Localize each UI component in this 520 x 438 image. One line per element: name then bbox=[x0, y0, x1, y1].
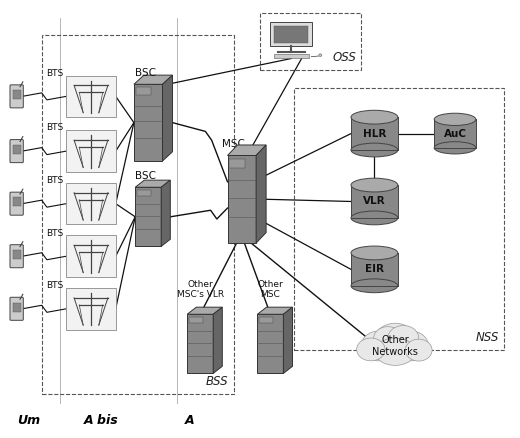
FancyBboxPatch shape bbox=[10, 192, 23, 215]
Ellipse shape bbox=[388, 325, 419, 350]
Ellipse shape bbox=[351, 110, 398, 124]
Ellipse shape bbox=[373, 323, 418, 362]
Text: AuC: AuC bbox=[444, 129, 466, 138]
Text: OSS: OSS bbox=[332, 50, 356, 64]
Text: NSS: NSS bbox=[476, 331, 499, 344]
Text: BTS: BTS bbox=[46, 176, 63, 185]
Bar bbox=[67, 130, 115, 172]
Bar bbox=[67, 183, 115, 224]
Bar bbox=[12, 90, 21, 99]
Bar bbox=[12, 198, 21, 206]
Text: EIR: EIR bbox=[365, 265, 384, 274]
Bar bbox=[351, 185, 398, 218]
Polygon shape bbox=[228, 145, 266, 155]
Bar bbox=[67, 75, 115, 117]
Bar bbox=[12, 250, 21, 259]
Bar bbox=[189, 317, 203, 322]
Ellipse shape bbox=[357, 338, 385, 361]
Ellipse shape bbox=[351, 279, 398, 293]
Ellipse shape bbox=[434, 113, 476, 126]
Bar bbox=[136, 88, 151, 95]
Bar bbox=[260, 13, 361, 70]
Bar bbox=[434, 119, 476, 148]
Bar bbox=[270, 22, 312, 46]
Bar bbox=[228, 155, 256, 243]
Ellipse shape bbox=[351, 246, 398, 260]
Text: BTS: BTS bbox=[46, 124, 63, 133]
FancyBboxPatch shape bbox=[10, 140, 23, 162]
Bar bbox=[67, 288, 115, 329]
Bar bbox=[257, 314, 283, 373]
Bar bbox=[135, 187, 161, 246]
Polygon shape bbox=[135, 180, 171, 187]
Bar bbox=[42, 35, 234, 394]
Polygon shape bbox=[134, 75, 173, 84]
Text: Other
MSC: Other MSC bbox=[257, 279, 283, 299]
Ellipse shape bbox=[434, 142, 476, 154]
Text: BSS: BSS bbox=[206, 374, 229, 388]
Ellipse shape bbox=[375, 338, 415, 365]
Polygon shape bbox=[187, 307, 223, 314]
Text: MSC: MSC bbox=[222, 139, 244, 149]
Text: A: A bbox=[185, 414, 194, 427]
FancyBboxPatch shape bbox=[10, 85, 23, 108]
FancyBboxPatch shape bbox=[10, 297, 23, 320]
Text: Um: Um bbox=[17, 414, 40, 427]
Text: BSC: BSC bbox=[135, 171, 156, 181]
FancyBboxPatch shape bbox=[10, 245, 23, 268]
Bar bbox=[229, 159, 245, 168]
Bar bbox=[294, 88, 504, 350]
Bar bbox=[12, 303, 21, 311]
Text: Other
MSC's VLR: Other MSC's VLR bbox=[177, 279, 224, 299]
Text: BTS: BTS bbox=[46, 229, 63, 237]
Bar bbox=[351, 253, 398, 286]
Circle shape bbox=[319, 54, 322, 57]
Polygon shape bbox=[162, 75, 173, 161]
Bar bbox=[12, 145, 21, 154]
Ellipse shape bbox=[394, 331, 428, 361]
Bar bbox=[259, 317, 274, 322]
Bar bbox=[134, 85, 162, 161]
Text: HLR: HLR bbox=[363, 129, 386, 138]
Ellipse shape bbox=[351, 178, 398, 192]
Ellipse shape bbox=[374, 327, 402, 350]
Ellipse shape bbox=[351, 211, 398, 225]
Bar bbox=[187, 314, 213, 373]
Bar bbox=[274, 26, 308, 43]
Ellipse shape bbox=[405, 339, 432, 361]
Text: Other
Networks: Other Networks bbox=[372, 335, 418, 357]
Ellipse shape bbox=[361, 331, 395, 361]
Text: BTS: BTS bbox=[46, 281, 63, 290]
Text: A bis: A bis bbox=[84, 414, 119, 427]
Polygon shape bbox=[161, 180, 171, 246]
Text: VLR: VLR bbox=[363, 197, 386, 206]
Text: BSC: BSC bbox=[135, 68, 156, 78]
Bar bbox=[137, 190, 151, 195]
Polygon shape bbox=[283, 307, 292, 373]
Bar bbox=[67, 236, 115, 277]
Polygon shape bbox=[213, 307, 223, 373]
Bar bbox=[351, 117, 398, 150]
Polygon shape bbox=[256, 145, 266, 243]
Ellipse shape bbox=[351, 143, 398, 157]
Text: BTS: BTS bbox=[46, 69, 63, 78]
Polygon shape bbox=[257, 307, 292, 314]
Bar bbox=[274, 54, 309, 58]
